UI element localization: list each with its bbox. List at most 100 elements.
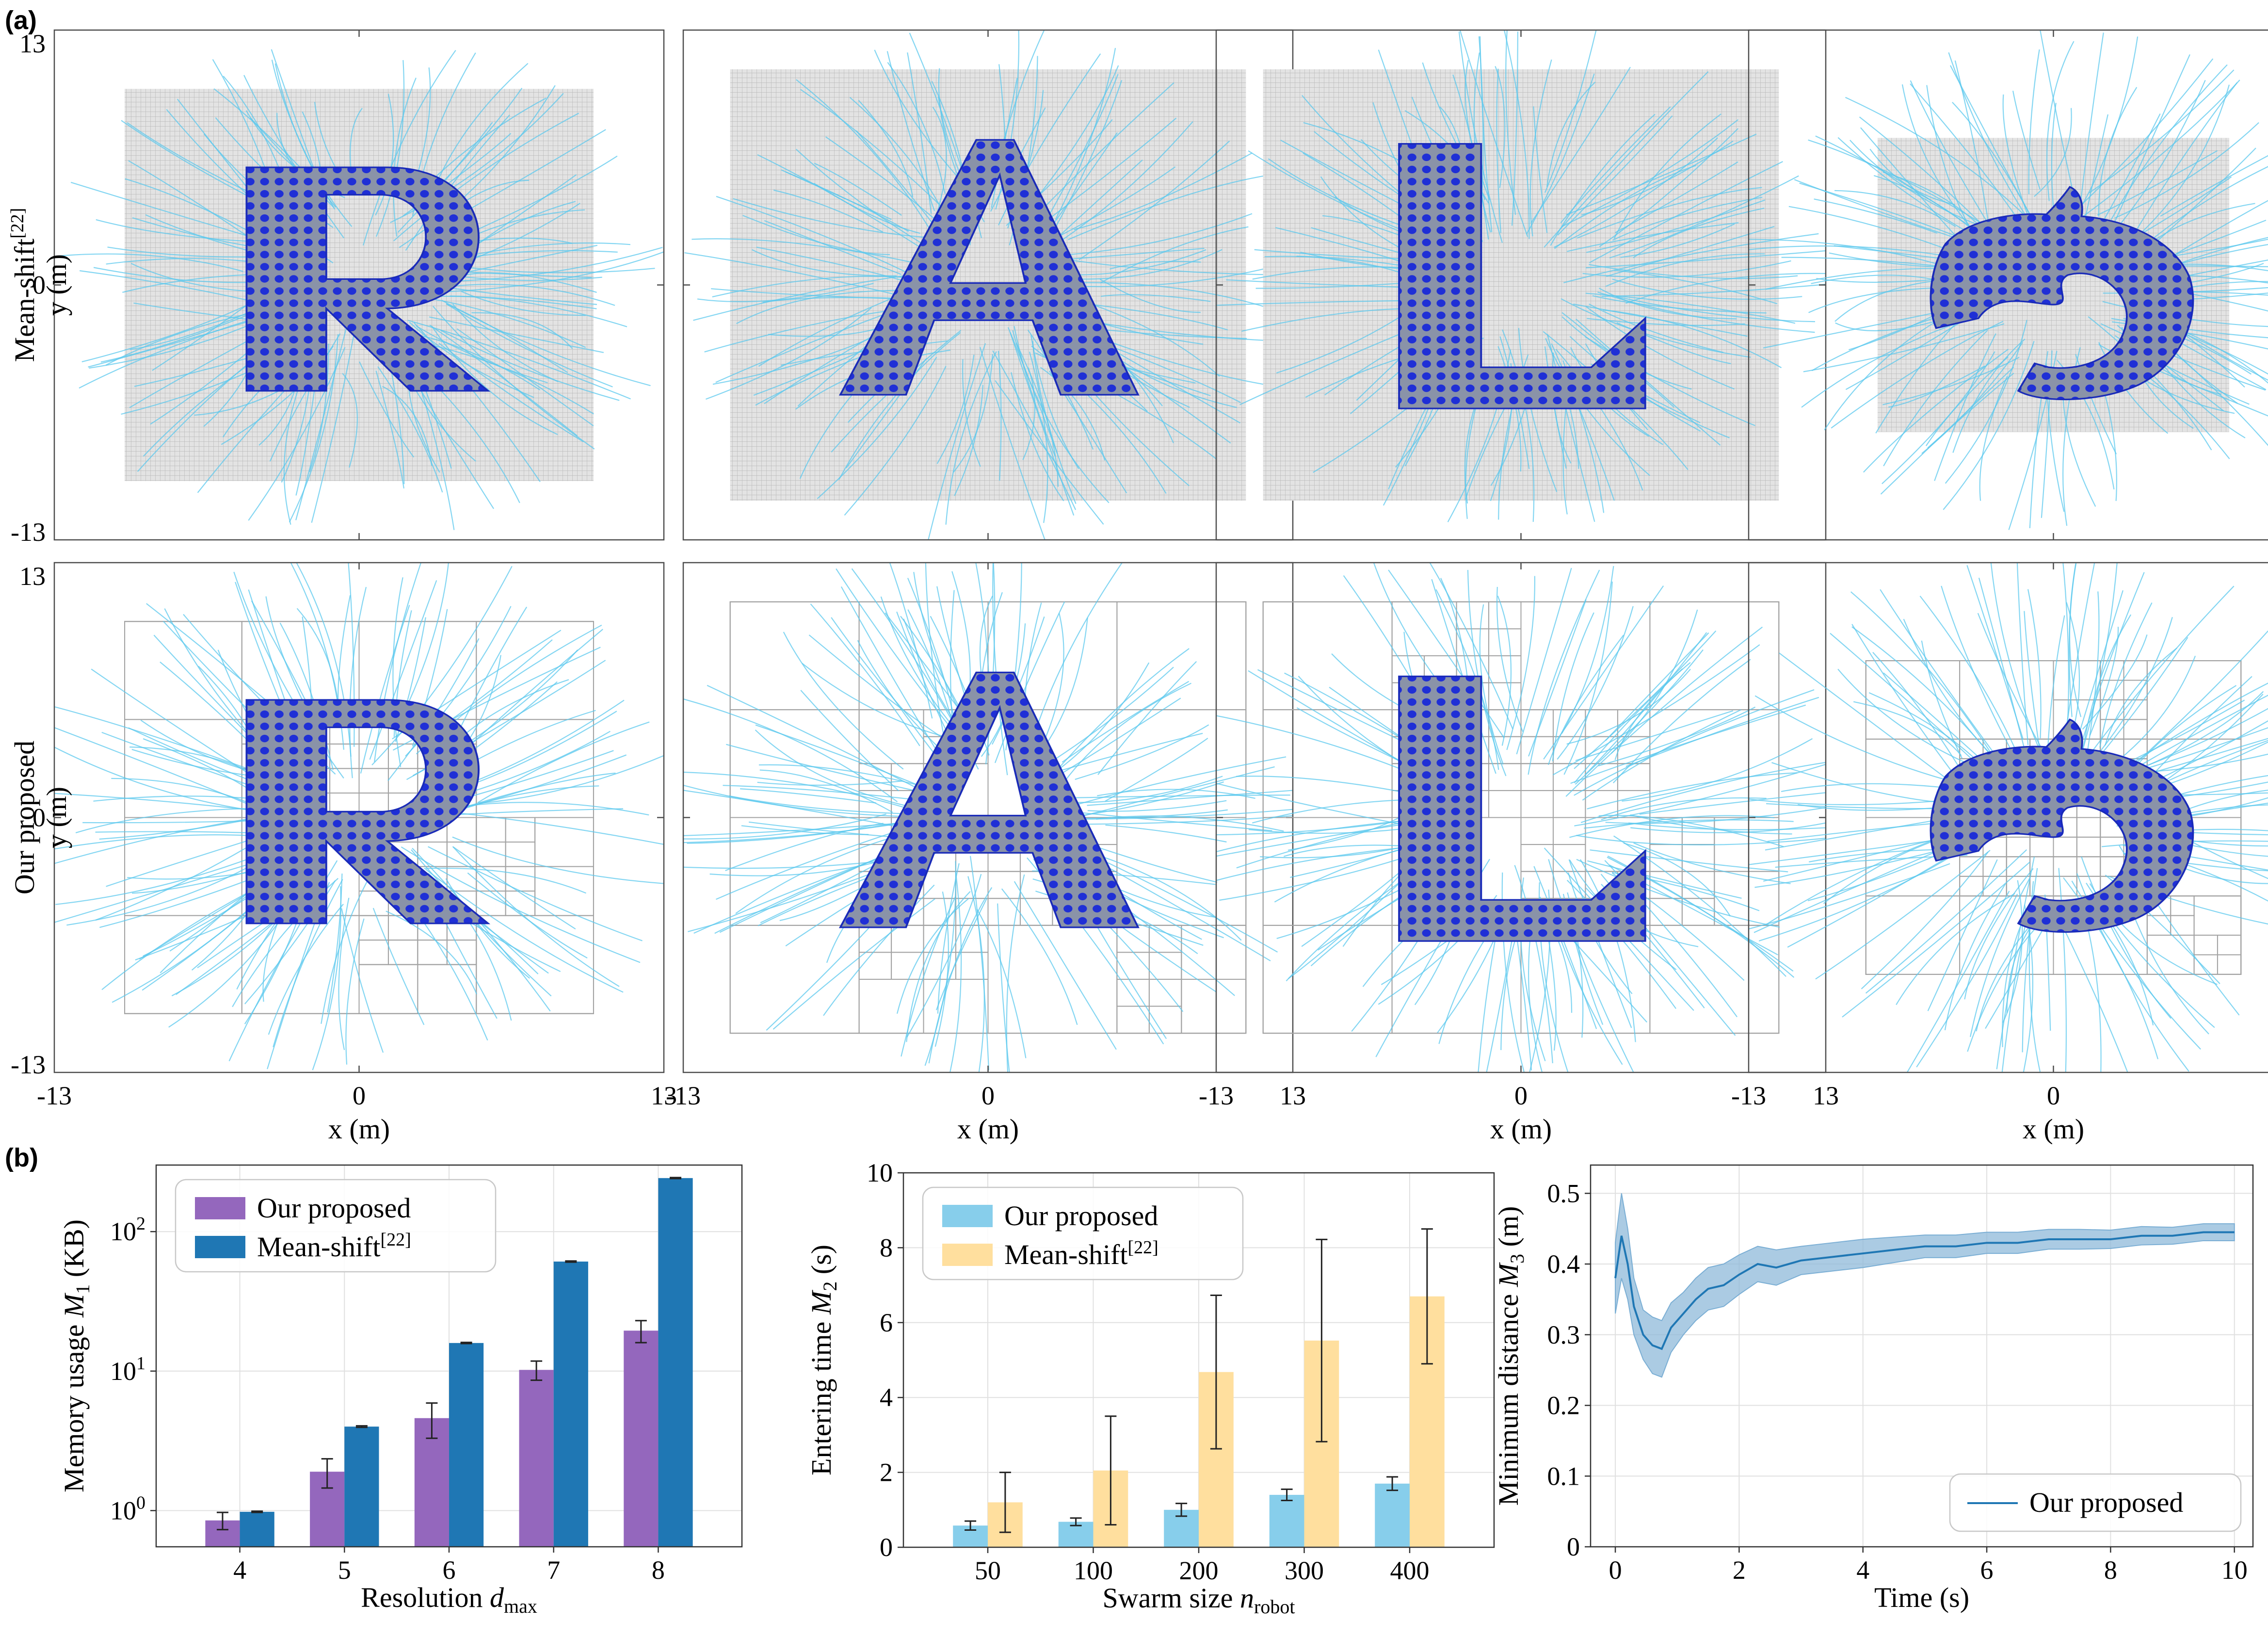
trajectory-line bbox=[100, 315, 246, 363]
subplot-content bbox=[684, 30, 1293, 540]
quadtree-cell bbox=[2053, 856, 2077, 877]
trajectory-line bbox=[1547, 634, 1624, 765]
shape-l bbox=[1398, 143, 1646, 409]
trajectory-line bbox=[1574, 763, 1826, 827]
x-axis-label: x (m) bbox=[328, 1113, 390, 1145]
trajectory-line bbox=[1580, 762, 1826, 823]
trajectory-line bbox=[1514, 865, 1553, 1064]
trajectory-line bbox=[2046, 41, 2075, 201]
trajectory-line bbox=[997, 351, 1002, 481]
trajectory-line bbox=[1529, 59, 1552, 237]
trajectory-line bbox=[928, 887, 993, 1064]
trajectory-line bbox=[742, 215, 890, 256]
trajectory-line bbox=[979, 347, 1046, 540]
trajectory-line bbox=[2160, 155, 2268, 217]
trajectory-line bbox=[311, 328, 356, 523]
shape-r bbox=[245, 166, 491, 392]
trajectory-line bbox=[1880, 589, 2012, 778]
quadtree-cell bbox=[1488, 628, 1522, 657]
trajectory-line bbox=[1801, 318, 1972, 408]
x-axis-label: x (m) bbox=[957, 1113, 1019, 1145]
trajectory-line bbox=[1601, 284, 1826, 297]
quadtree-cell bbox=[417, 964, 477, 1014]
trajectory-line bbox=[752, 249, 897, 276]
trajectory-line bbox=[687, 820, 910, 844]
trajectory-line bbox=[91, 668, 248, 773]
trajectory-line bbox=[1546, 81, 1596, 187]
quadtree-cell bbox=[1456, 601, 1490, 630]
trajectory-line bbox=[1609, 175, 1799, 259]
quadtree-cell bbox=[923, 924, 957, 953]
y-tick-label: 0.1 bbox=[1547, 1461, 1580, 1491]
x-tick-label: 4 bbox=[233, 1556, 246, 1585]
trajectory-line bbox=[1927, 859, 1998, 1011]
trajectory-line bbox=[295, 386, 316, 496]
subplot-content bbox=[683, 563, 1293, 1072]
tick-exponent: 2 bbox=[136, 1214, 145, 1234]
trajectory-line bbox=[1586, 306, 1735, 390]
trajectory-line bbox=[962, 359, 981, 467]
y-tick-label: 2 bbox=[880, 1458, 893, 1487]
label-text: Memory usage bbox=[58, 1317, 90, 1492]
error-bar bbox=[965, 1520, 977, 1531]
trajectory-line bbox=[2081, 856, 2171, 1019]
x-tick-label: 0 bbox=[353, 1081, 366, 1110]
error-bar bbox=[1070, 1517, 1082, 1526]
trajectory-line bbox=[1625, 697, 1819, 767]
quadtree-cell bbox=[729, 924, 860, 1034]
trajectory-line bbox=[425, 869, 624, 993]
subplot-content bbox=[54, 563, 664, 1070]
trajectory-line bbox=[2115, 682, 2268, 775]
trajectory-line bbox=[755, 729, 914, 808]
quadtree-cell bbox=[1552, 763, 1586, 791]
trajectory-line bbox=[1944, 883, 2006, 1031]
y-tick-label: 101 bbox=[110, 1353, 145, 1386]
x-tick-label: 7 bbox=[547, 1556, 560, 1585]
trajectory-line bbox=[913, 572, 967, 723]
x-tick-label: 300 bbox=[1285, 1556, 1324, 1585]
x-tick-label: 2 bbox=[1733, 1556, 1746, 1585]
trajectory-line bbox=[1071, 794, 1290, 798]
y-tick-label: 102 bbox=[110, 1214, 145, 1246]
y-tick-label: 0 bbox=[1567, 1532, 1580, 1561]
trajectory-line bbox=[342, 373, 358, 468]
trajectory-line bbox=[1526, 73, 1595, 235]
trajectory-line bbox=[1850, 140, 1995, 232]
quadtree-cell bbox=[124, 621, 242, 720]
trajectory-line bbox=[359, 361, 415, 458]
quadtree-cell bbox=[329, 768, 360, 794]
trajectory-line bbox=[377, 366, 443, 493]
trajectory-line bbox=[54, 793, 272, 813]
legend-box bbox=[175, 1179, 497, 1273]
trajectory-line bbox=[683, 771, 909, 810]
trajectory-line bbox=[1429, 563, 1513, 729]
trajectory-line bbox=[452, 303, 559, 382]
panel-label-a: (a) bbox=[5, 6, 37, 35]
quadtree-cell bbox=[2193, 895, 2242, 936]
trajectory-line bbox=[1560, 298, 1751, 358]
trajectory-line bbox=[1952, 339, 2026, 453]
trajectory-line bbox=[1533, 106, 1548, 233]
trajectory-line bbox=[1063, 282, 1270, 309]
trajectory-line bbox=[949, 871, 962, 1072]
trajectory-line bbox=[1868, 692, 1985, 769]
trajectory-line bbox=[1010, 332, 1075, 516]
trajectory-line bbox=[954, 385, 984, 496]
trajectory-line bbox=[1012, 330, 1110, 503]
series-our-proposed bbox=[953, 1476, 1410, 1547]
trajectory-line bbox=[338, 897, 350, 1050]
tick-base: 10 bbox=[110, 1217, 136, 1246]
x-tick-label: 13 bbox=[1813, 1081, 1839, 1110]
quadtree-cell bbox=[1116, 1005, 1150, 1034]
trajectory-line bbox=[466, 155, 618, 235]
trajectory-line bbox=[1076, 249, 1222, 280]
trajectory-line bbox=[800, 89, 959, 223]
trajectory-line bbox=[1502, 329, 1535, 522]
quadtree-cell bbox=[1116, 924, 1150, 953]
trajectory-line bbox=[1754, 845, 1957, 888]
row-method-name: Our proposed bbox=[9, 741, 40, 894]
trajectory-line bbox=[283, 381, 302, 525]
trajectory-line bbox=[1506, 576, 1536, 750]
quadtree-cell bbox=[358, 940, 389, 965]
trajectory-line bbox=[459, 272, 597, 293]
